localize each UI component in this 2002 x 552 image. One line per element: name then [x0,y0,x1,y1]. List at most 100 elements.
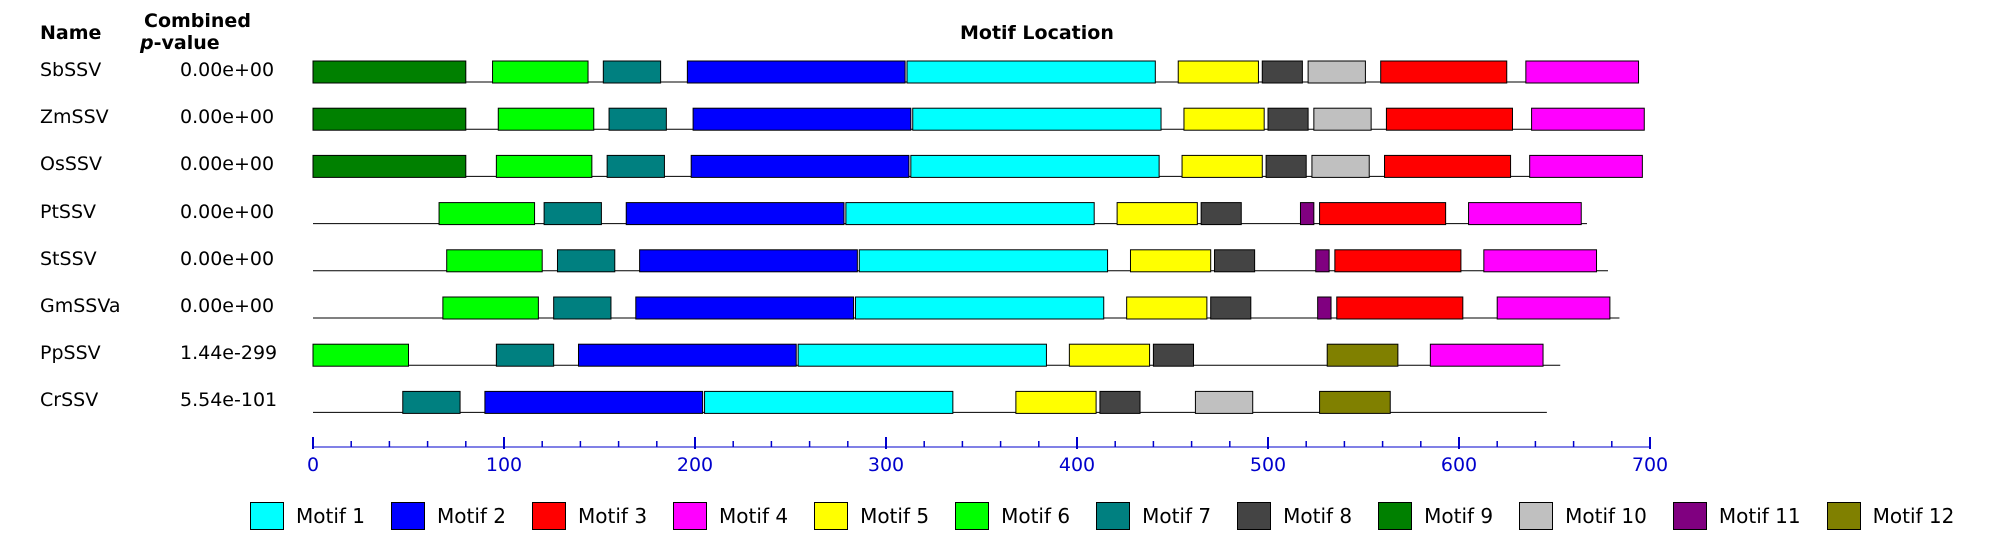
motif-10-block [1313,107,1372,131]
legend-item-motif-12: Motif 12 [1826,502,1954,530]
legend-swatch [1826,502,1861,530]
motif-2-block [639,249,858,273]
motif-4-block [1483,249,1598,273]
motif-9-block [312,60,467,84]
motif-10-block [1194,390,1254,414]
row-pvalue-zmssv: 0.00e+00 [180,106,275,129]
pvalue-column-header: Combined p-value [140,10,290,54]
axis-tick-label: 0 [307,454,319,476]
legend-swatch [532,502,567,530]
motif-12-block [1319,390,1391,414]
legend-item-motif-6: Motif 6 [955,502,1070,530]
axis-tick-label: 300 [868,454,904,476]
legend-swatch [814,502,849,530]
motif-7-block [402,390,461,414]
motif-5-block [1068,343,1151,367]
motif-2-block [686,60,906,84]
row-name-stssv: StSSV [40,247,97,270]
motif-diagram: 0 100 200 300 400 500 600 700 [307,60,1668,476]
motif-6-block [497,107,595,131]
motif-1-block [910,154,1160,178]
motif-4-block [1529,154,1643,178]
legend-item-motif-10: Motif 10 [1519,502,1647,530]
motif-6-block [446,249,543,273]
motif-8-block [1099,390,1141,414]
motif-11-block [1299,202,1315,226]
motif-6-block [492,60,589,84]
legend-label: Motif 5 [860,504,930,528]
name-column-header: Name [40,22,102,44]
motif-7-block [543,202,602,226]
motif-11-block [1317,296,1332,320]
motif-3-block [1319,202,1447,226]
motif-7-block [606,154,665,178]
legend-swatch [1237,502,1272,530]
legend-label: Motif 11 [1718,504,1801,528]
motif-7-block [556,249,616,273]
motif-6-block [495,154,593,178]
row-pvalue-ptssv: 0.00e+00 [180,200,275,223]
motif-5-block [1183,107,1265,131]
motif-6-block [438,202,536,226]
legend-swatch [250,502,284,530]
pvalue-header-rest: -value [153,32,220,54]
motif-8-block [1152,343,1195,367]
legend-swatch [673,502,708,530]
pvalue-header-line2: p-value [140,32,290,54]
motif-8-block [1267,107,1309,131]
row-name-gmssva: GmSSVa [40,295,121,317]
motif-8-block [1200,202,1242,226]
motif-7-block [553,296,612,320]
legend-label: Motif 8 [1283,504,1353,528]
legend-swatch [391,502,426,530]
legend-item-motif-5: Motif 5 [814,502,929,530]
row-pvalue-crssv: 5.54e-101 [180,389,278,412]
motif-8-block [1261,60,1303,84]
motif-2-block [577,343,797,367]
axis-tick-label: 200 [677,454,713,476]
legend-label: Motif 6 [1001,504,1071,528]
motif-5-block [1181,154,1263,178]
motif-1-block [797,343,1047,367]
motif-8-block [1210,296,1252,320]
row-pvalue-stssv: 0.00e+00 [180,247,275,270]
motif-5-block [1177,60,1259,84]
motif-1-block [912,107,1162,131]
legend-label: Motif 1 [296,504,366,528]
motif-5-block [1116,202,1198,226]
motif-3-block [1385,107,1513,131]
motif-4-block [1429,343,1544,367]
legend: Motif 1 Motif 2 Motif 3 Motif 4 Motif 5 Motif… [250,502,1980,530]
motif-7-block [495,343,555,367]
axis-tick-label: 600 [1441,454,1477,476]
legend-label: Motif 9 [1424,504,1494,528]
pvalue-header-line1: Combined [144,10,251,32]
motif-5-block [1126,296,1208,320]
motif-2-block [484,390,704,414]
row-pvalue-ppssv: 1.44e-299 [180,342,278,365]
row-name-sbssv: SbSSV [40,59,102,81]
legend-item-motif-9: Motif 9 [1378,502,1493,530]
legend-swatch [1096,502,1131,530]
legend-item-motif-7: Motif 7 [1096,502,1211,530]
motif-4-block [1496,296,1611,320]
row-name-crssv: CrSSV [40,389,99,412]
axis-tick-label: 700 [1632,454,1668,476]
axis-tick-label: 100 [486,454,522,476]
row-pvalue-sbssv: 0.00e+00 [180,59,275,81]
motif-3-block [1380,60,1508,84]
motif-8-block [1214,249,1256,273]
legend-swatch [1672,502,1707,530]
row-pvalue-gmssva: 0.00e+00 [180,295,275,317]
motif-3-block [1334,249,1462,273]
legend-label: Motif 4 [719,504,789,528]
motif-3-block [1384,154,1512,178]
motif-2-block [635,296,855,320]
motif-9-block [312,107,467,131]
legend-swatch [1378,502,1413,530]
motif-10-block [1311,154,1370,178]
legend-item-motif-3: Motif 3 [532,502,647,530]
motif-11-block [1315,249,1330,273]
axis-tick-label: 500 [1250,454,1286,476]
legend-item-motif-2: Motif 2 [391,502,506,530]
